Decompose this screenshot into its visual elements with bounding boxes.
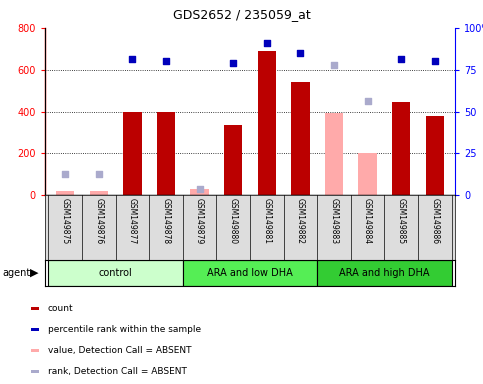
Text: GSM149886: GSM149886 (430, 198, 440, 244)
Bar (358, 153, 377, 195)
Point (95, 171, 102, 177)
Text: ARA and high DHA: ARA and high DHA (339, 268, 430, 278)
Text: GSM149882: GSM149882 (296, 198, 305, 244)
Text: GDS2652 / 235059_at: GDS2652 / 235059_at (172, 8, 311, 21)
Text: value, Detection Call = ABSENT: value, Detection Call = ABSENT (48, 346, 191, 355)
Bar (31, 370, 39, 373)
Text: GSM149885: GSM149885 (397, 198, 406, 244)
Bar (426, 116, 444, 195)
Point (61, 171, 69, 177)
Text: rank, Detection Call = ABSENT: rank, Detection Call = ABSENT (48, 367, 186, 376)
Point (263, 40, 270, 46)
Text: count: count (48, 304, 73, 313)
Bar (291, 82, 310, 195)
Text: control: control (99, 268, 132, 278)
Text: GSM149877: GSM149877 (128, 198, 137, 245)
Point (128, 56, 136, 62)
Bar (123, 111, 142, 195)
Bar (56, 191, 74, 195)
Text: percentile rank within the sample: percentile rank within the sample (48, 325, 201, 334)
Bar (317, 260, 452, 286)
Text: GSM149875: GSM149875 (61, 198, 70, 245)
Text: GSM149880: GSM149880 (228, 198, 238, 244)
Bar (325, 113, 343, 195)
Text: agent: agent (2, 268, 30, 278)
Bar (31, 349, 39, 352)
Bar (48, 260, 183, 286)
Bar (224, 125, 242, 195)
Text: GSM149878: GSM149878 (161, 198, 170, 244)
Point (196, 186, 203, 192)
Point (330, 61, 338, 68)
Point (431, 58, 439, 65)
Text: GSM149883: GSM149883 (329, 198, 339, 244)
Text: GSM149876: GSM149876 (94, 198, 103, 245)
Text: GSM149879: GSM149879 (195, 198, 204, 245)
Bar (157, 111, 175, 195)
Bar (190, 189, 209, 195)
Text: GSM149884: GSM149884 (363, 198, 372, 244)
Text: ARA and low DHA: ARA and low DHA (207, 268, 293, 278)
Point (398, 56, 405, 62)
Point (297, 50, 304, 56)
Bar (392, 102, 411, 195)
Bar (257, 51, 276, 195)
Bar (31, 307, 39, 310)
Text: ▶: ▶ (30, 268, 39, 278)
Bar (31, 328, 39, 331)
Point (364, 98, 371, 104)
Bar (183, 260, 317, 286)
Bar (89, 191, 108, 195)
Point (229, 60, 237, 66)
Point (162, 58, 170, 65)
Text: GSM149881: GSM149881 (262, 198, 271, 244)
